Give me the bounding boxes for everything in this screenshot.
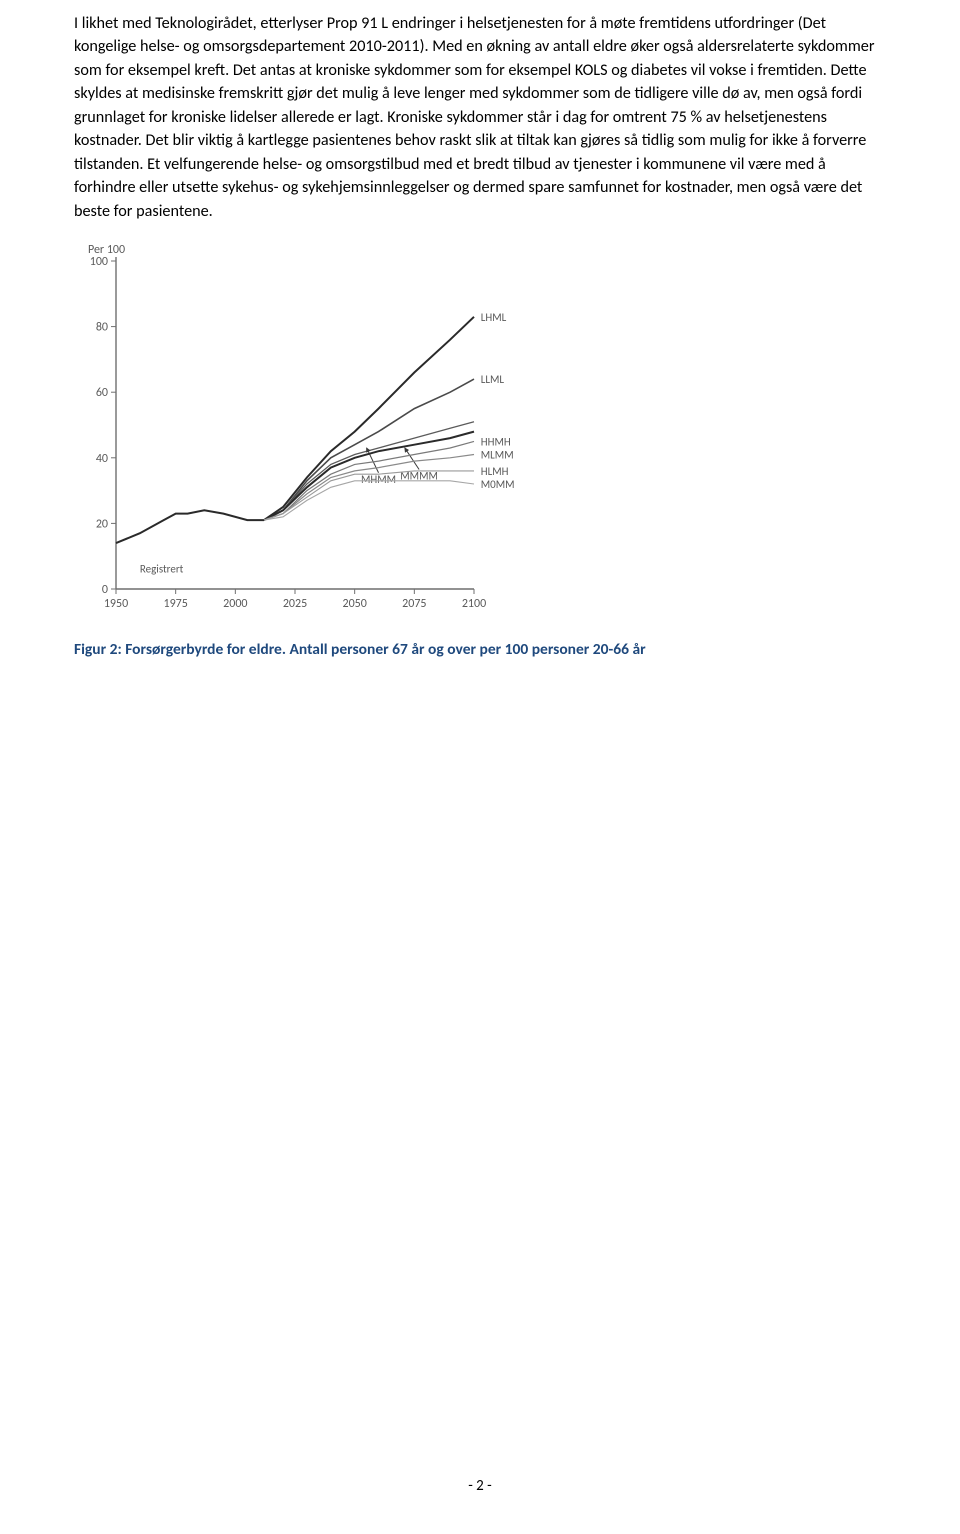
svg-text:2050: 2050 xyxy=(343,597,367,611)
chart-container: 0 20 40 60 80 100 1950 1975 2000 2025 2050 2075 2100… xyxy=(74,237,886,624)
svg-text:80: 80 xyxy=(96,321,108,335)
page-number: - 2 - xyxy=(0,1476,960,1498)
svg-text:100: 100 xyxy=(90,255,108,269)
svg-text:LLML: LLML xyxy=(481,373,505,386)
svg-text:20: 20 xyxy=(96,518,108,532)
svg-text:2100: 2100 xyxy=(462,597,486,611)
svg-text:2025: 2025 xyxy=(283,597,307,611)
svg-text:0: 0 xyxy=(102,583,108,597)
svg-text:M0MM: M0MM xyxy=(481,478,515,491)
svg-text:MLMM: MLMM xyxy=(481,449,514,462)
svg-text:2075: 2075 xyxy=(402,597,426,611)
svg-text:Registrert: Registrert xyxy=(140,563,184,576)
svg-text:LHML: LHML xyxy=(481,311,507,324)
svg-text:40: 40 xyxy=(96,452,108,466)
svg-text:2000: 2000 xyxy=(223,597,247,611)
svg-text:HLMH: HLMH xyxy=(481,465,509,478)
body-paragraph: I likhet med Teknologirådet, etterlyser … xyxy=(74,12,886,223)
figure-caption: Figur 2: Forsørgerbyrde for eldre. Antal… xyxy=(74,639,886,661)
svg-text:1950: 1950 xyxy=(104,597,128,611)
svg-text:Per 100: Per 100 xyxy=(88,243,125,257)
svg-text:60: 60 xyxy=(96,387,108,401)
svg-text:1975: 1975 xyxy=(164,597,188,611)
dependency-ratio-chart: 0 20 40 60 80 100 1950 1975 2000 2025 2050 2075 2100… xyxy=(74,237,524,617)
svg-text:HHMH: HHMH xyxy=(481,436,511,449)
